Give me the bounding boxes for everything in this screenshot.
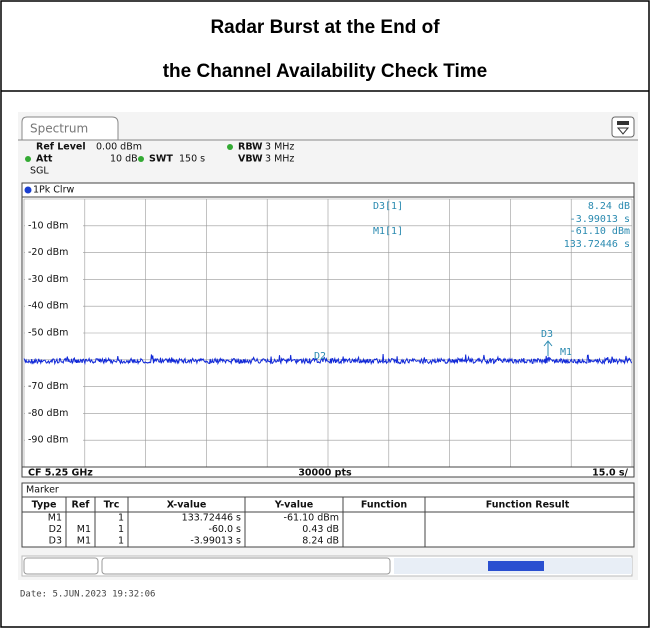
y-label: -20 dBm xyxy=(28,247,68,258)
table-cell: 0.43 dB xyxy=(302,524,339,535)
column-header: Ref xyxy=(72,500,91,511)
setting-value: SGL xyxy=(30,166,49,177)
column-header: Type xyxy=(32,500,57,511)
points: 30000 pts xyxy=(298,468,352,479)
tab[interactable] xyxy=(21,116,119,140)
label-bg xyxy=(25,246,83,259)
marker-info-label: D3[1] xyxy=(373,201,403,212)
setting-label: VBW xyxy=(238,154,263,165)
tab-label[interactable]: Spectrum xyxy=(30,122,88,136)
setting-value: 0.00 dBm xyxy=(96,142,142,153)
y-label: -10 dBm xyxy=(28,220,68,231)
marker-info-value: -61.10 dBm xyxy=(570,226,630,237)
label-bg xyxy=(25,327,83,339)
status-field xyxy=(23,557,99,575)
label-bg xyxy=(25,300,83,313)
column-header: Function Result xyxy=(486,500,570,511)
table-cell: 1 xyxy=(118,513,124,524)
progress-bar xyxy=(488,561,544,571)
indicator xyxy=(227,144,233,150)
marker-arrow xyxy=(543,340,553,356)
setting-value: 10 dB xyxy=(110,154,138,165)
setting-label: Ref Level xyxy=(36,142,86,153)
label-bg xyxy=(25,219,83,232)
indicator xyxy=(138,156,144,162)
table-cell: D2 xyxy=(49,524,62,535)
trace xyxy=(23,354,633,366)
table-cell: M1 xyxy=(77,524,91,535)
y-label: -90 dBm xyxy=(28,435,68,446)
table-cell: -3.99013 s xyxy=(190,536,241,547)
marker-info-value: 133.72446 s xyxy=(564,239,630,250)
setting-label: RBW xyxy=(238,142,263,153)
y-label: -50 dBm xyxy=(28,328,68,339)
marker-info-label: M1[1] xyxy=(373,226,403,237)
table-cell: M1 xyxy=(48,513,62,524)
span: 15.0 s/ xyxy=(592,468,628,479)
status-field xyxy=(101,557,391,575)
trace-mode: 1Pk Clrw xyxy=(33,185,74,196)
icon-part xyxy=(617,121,629,125)
y-label: -80 dBm xyxy=(28,408,68,419)
setting-label: Att xyxy=(36,154,53,165)
setting-value: 3 MHz xyxy=(265,142,294,153)
indicator xyxy=(25,156,31,162)
table-cell: D3 xyxy=(49,536,62,547)
table-cell: M1 xyxy=(77,536,91,547)
table-cell: -60.0 s xyxy=(208,524,241,535)
marker-flag: D3 xyxy=(541,329,553,340)
label-bg xyxy=(25,407,83,420)
label-bg xyxy=(25,273,83,286)
marker-table-title: Marker xyxy=(26,485,59,496)
column-header: Function xyxy=(361,500,407,511)
title-line: the Channel Availability Check Time xyxy=(163,61,488,82)
marker-flag: M1 xyxy=(560,347,572,358)
table-cell: 1 xyxy=(118,536,124,547)
date: Date: 5.JUN.2023 19:32:06 xyxy=(20,590,155,600)
table-cell: -61.10 dBm xyxy=(284,513,339,524)
column-header: Y-value xyxy=(274,500,314,511)
column-header: X-value xyxy=(167,500,207,511)
marker-flag: D2 xyxy=(314,351,326,362)
y-label: -40 dBm xyxy=(28,301,68,312)
label-bg xyxy=(25,434,83,447)
title-line: Radar Burst at the End of xyxy=(210,17,440,38)
setting-label: SWT xyxy=(149,154,173,165)
column-header: Trc xyxy=(104,500,120,511)
y-label: -70 dBm xyxy=(28,381,68,392)
label-bg xyxy=(25,380,83,393)
trace-indicator xyxy=(24,186,32,194)
center-frequency: CF 5.25 GHz xyxy=(28,468,93,479)
marker-info-value: 8.24 dB xyxy=(588,201,630,212)
marker-info-value: -3.99013 s xyxy=(570,214,630,225)
icon-part xyxy=(616,127,630,135)
marker-table xyxy=(21,482,635,548)
y-label: -30 dBm xyxy=(28,274,68,285)
table-cell: 133.72446 s xyxy=(182,513,241,524)
setting-value: 150 s xyxy=(179,154,205,165)
table-cell: 8.24 dB xyxy=(302,536,339,547)
table-cell: 1 xyxy=(118,524,124,535)
setting-value: 3 MHz xyxy=(265,154,294,165)
